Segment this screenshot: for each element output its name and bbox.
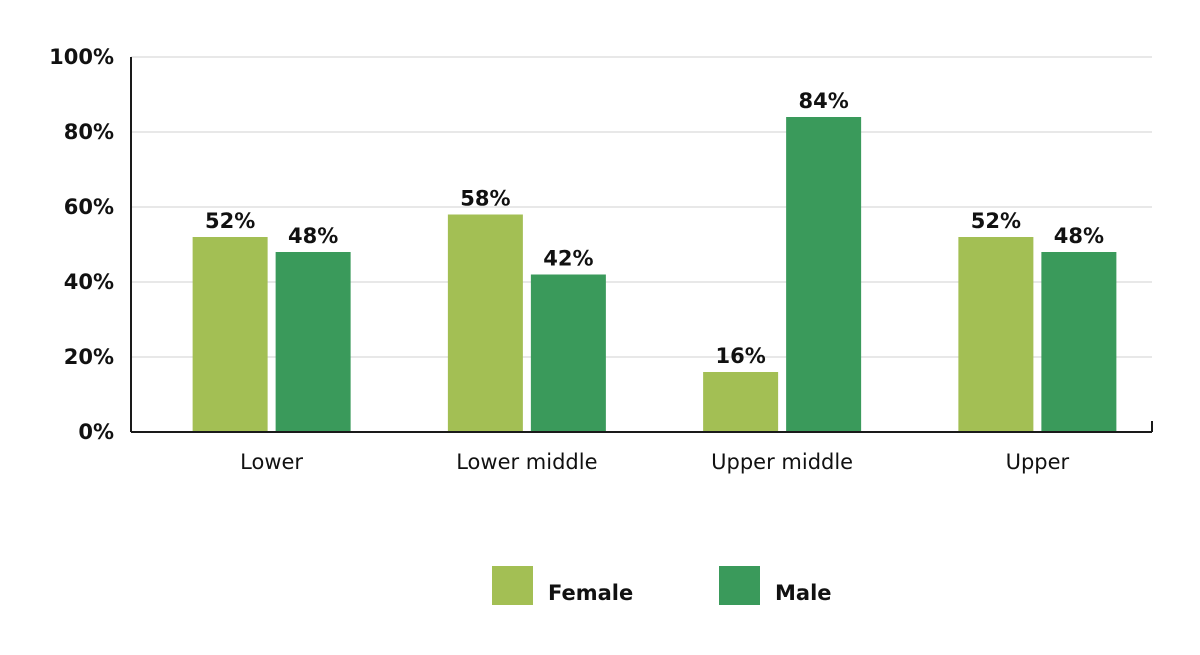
category-label: Lower middle [456,450,597,474]
data-label-female-3: 52% [971,209,1021,233]
data-label-female-1: 58% [460,187,510,211]
y-tick-label: 0% [78,420,114,444]
y-tick-label: 60% [64,195,114,219]
bar-male-3 [1041,252,1117,432]
bar-male-1 [530,274,606,432]
y-axis-ticks: 0% 20% 40% 60% 80% 100% [49,45,114,444]
y-tick-label: 100% [49,45,114,69]
data-labels: 52% 48% 58% 42% 16% 84% 52% 48% [205,89,1104,368]
data-label-female-2: 16% [715,344,765,368]
y-tick-label: 80% [64,120,114,144]
bar-female-0 [192,237,268,432]
data-label-male-3: 48% [1054,224,1104,248]
legend-swatch-male [719,566,760,605]
bar-male-2 [786,117,862,432]
y-tick-label: 40% [64,270,114,294]
data-label-male-0: 48% [288,224,338,248]
data-label-male-2: 84% [798,89,848,113]
category-label: Lower [240,450,303,474]
legend-label-female: Female [548,581,633,605]
data-label-female-0: 52% [205,209,255,233]
x-axis-categories: Lower Lower middle Upper middle Upper [240,450,1069,474]
legend-label-male: Male [775,581,832,605]
legend-swatch-female [492,566,533,605]
bar-male-0 [275,252,351,432]
y-tick-label: 20% [64,345,114,369]
legend: Female Male [492,566,832,605]
bar-female-1 [447,214,523,432]
category-label: Upper [1006,450,1070,474]
bar-female-2 [703,372,779,432]
bars [192,117,1117,432]
data-label-male-1: 42% [543,247,593,271]
category-label: Upper middle [711,450,853,474]
bar-female-3 [958,237,1034,432]
axes [130,57,1153,433]
